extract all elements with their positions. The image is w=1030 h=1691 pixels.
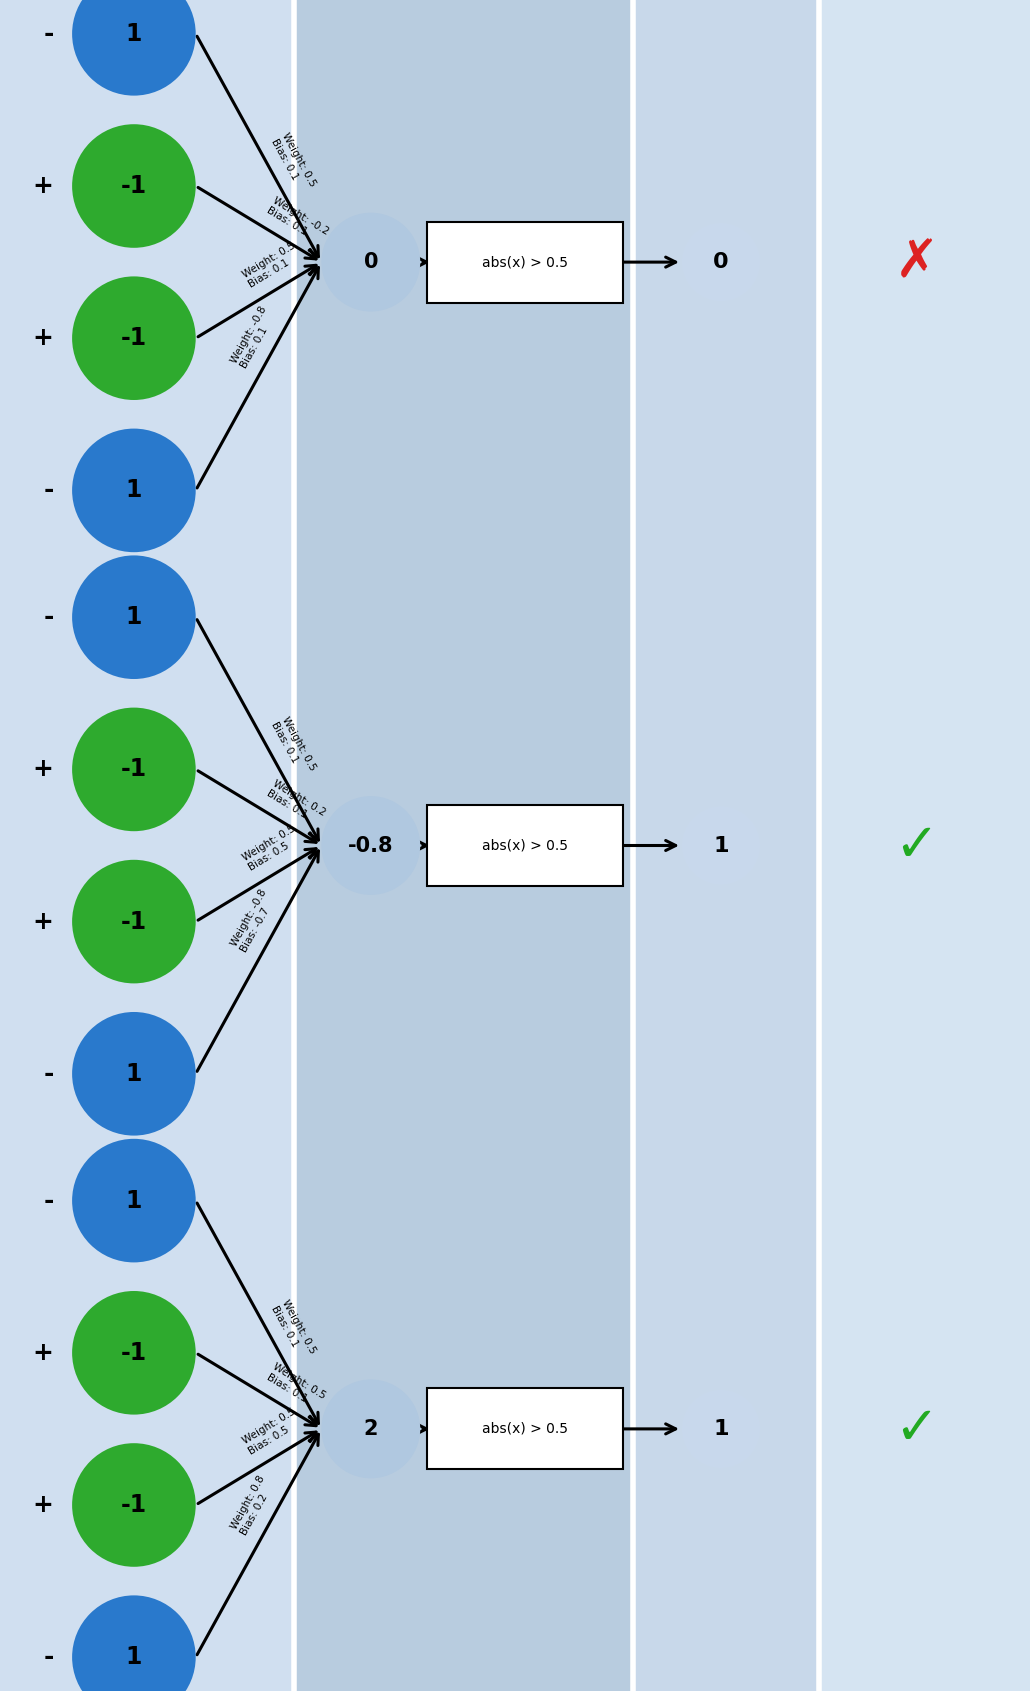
Text: 0: 0 xyxy=(713,252,729,272)
Text: Weight: 0.8
Bias: 0.2: Weight: 0.8 Bias: 0.2 xyxy=(229,1475,276,1537)
Text: Weight: 0.5
Bias: 0.1: Weight: 0.5 Bias: 0.1 xyxy=(270,715,317,778)
Text: -0.8: -0.8 xyxy=(348,835,393,856)
FancyBboxPatch shape xyxy=(427,1388,623,1469)
Text: 1: 1 xyxy=(126,1062,142,1086)
Text: +: + xyxy=(33,174,54,198)
Bar xyxy=(819,0,1030,1691)
Text: 2: 2 xyxy=(364,1419,378,1439)
Text: 1: 1 xyxy=(126,22,142,46)
Ellipse shape xyxy=(72,0,196,96)
Text: 1: 1 xyxy=(713,835,729,856)
Text: Weight: -0.2
Bias: 0.1: Weight: -0.2 Bias: 0.1 xyxy=(265,194,331,247)
Text: Weight: -0.8
Bias: -0.7: Weight: -0.8 Bias: -0.7 xyxy=(229,888,278,954)
Text: -1: -1 xyxy=(121,326,147,350)
Text: Weight: 0.5
Bias: 0.5: Weight: 0.5 Bias: 0.5 xyxy=(241,1407,303,1456)
FancyBboxPatch shape xyxy=(427,222,623,303)
Text: 1: 1 xyxy=(713,1419,729,1439)
Bar xyxy=(633,0,819,1691)
Bar xyxy=(294,0,633,1691)
Text: -: - xyxy=(43,22,54,46)
Text: +: + xyxy=(33,910,54,933)
Text: -1: -1 xyxy=(121,1341,147,1365)
Ellipse shape xyxy=(72,123,196,249)
Text: -: - xyxy=(43,1645,54,1669)
Ellipse shape xyxy=(321,796,420,895)
Text: -1: -1 xyxy=(121,174,147,198)
Text: Weight: 0.5
Bias: 0.1: Weight: 0.5 Bias: 0.1 xyxy=(270,1299,317,1361)
Ellipse shape xyxy=(72,276,196,401)
Text: ✓: ✓ xyxy=(895,1404,938,1454)
FancyBboxPatch shape xyxy=(427,805,623,886)
Text: 0: 0 xyxy=(364,252,378,272)
Ellipse shape xyxy=(682,223,760,301)
Text: -: - xyxy=(43,605,54,629)
Ellipse shape xyxy=(682,1390,760,1468)
Text: -1: -1 xyxy=(121,1493,147,1517)
Text: +: + xyxy=(33,326,54,350)
Ellipse shape xyxy=(72,1442,196,1568)
Text: -1: -1 xyxy=(121,758,147,781)
Ellipse shape xyxy=(72,428,196,553)
Bar xyxy=(0,0,294,1691)
Text: ✓: ✓ xyxy=(895,820,938,871)
Text: Weight: 0.2
Bias: 0.1: Weight: 0.2 Bias: 0.1 xyxy=(265,778,328,829)
Ellipse shape xyxy=(72,555,196,680)
Text: abs(x) > 0.5: abs(x) > 0.5 xyxy=(482,839,569,852)
Text: Weight: -0.8
Bias: 0.1: Weight: -0.8 Bias: 0.1 xyxy=(229,304,278,370)
Text: ✗: ✗ xyxy=(895,237,938,287)
Text: -: - xyxy=(43,1189,54,1212)
Text: Weight: 0.5
Bias: 0.1: Weight: 0.5 Bias: 0.1 xyxy=(265,1361,328,1412)
Ellipse shape xyxy=(72,1290,196,1415)
Ellipse shape xyxy=(72,1138,196,1263)
Text: -: - xyxy=(43,479,54,502)
Text: 1: 1 xyxy=(126,1645,142,1669)
Text: +: + xyxy=(33,1341,54,1365)
Text: abs(x) > 0.5: abs(x) > 0.5 xyxy=(482,255,569,269)
Text: +: + xyxy=(33,1493,54,1517)
Ellipse shape xyxy=(72,859,196,984)
Ellipse shape xyxy=(72,1011,196,1136)
Ellipse shape xyxy=(682,807,760,884)
Text: Weight: 0.5
Bias: 0.1: Weight: 0.5 Bias: 0.1 xyxy=(241,240,303,289)
Text: -1: -1 xyxy=(121,910,147,933)
Ellipse shape xyxy=(321,213,420,311)
Text: 1: 1 xyxy=(126,479,142,502)
Text: 1: 1 xyxy=(126,1189,142,1212)
Text: Weight: 0.5
Bias: 0.5: Weight: 0.5 Bias: 0.5 xyxy=(241,824,303,873)
Text: Weight: 0.5
Bias: 0.1: Weight: 0.5 Bias: 0.1 xyxy=(270,132,317,194)
Text: abs(x) > 0.5: abs(x) > 0.5 xyxy=(482,1422,569,1436)
Text: +: + xyxy=(33,758,54,781)
Ellipse shape xyxy=(72,1595,196,1691)
Ellipse shape xyxy=(321,1380,420,1478)
Ellipse shape xyxy=(72,707,196,832)
Text: 1: 1 xyxy=(126,605,142,629)
Text: -: - xyxy=(43,1062,54,1086)
